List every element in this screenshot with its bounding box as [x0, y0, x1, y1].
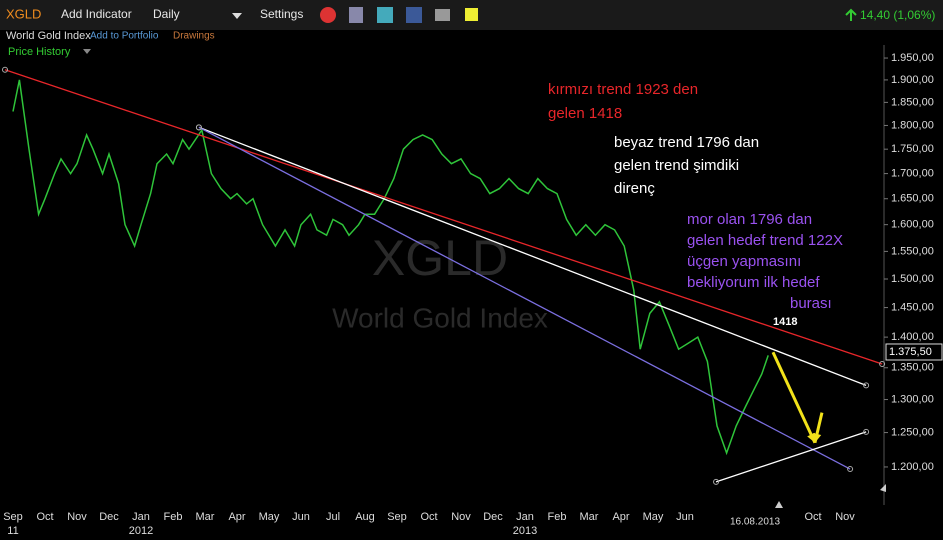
dropdown-arrow[interactable] [83, 49, 91, 54]
y-tick-label: 1.350,00 [891, 362, 934, 374]
facebook-icon[interactable] [406, 7, 422, 23]
year-label: 2012 [129, 525, 153, 537]
annotation-text: 1418 [773, 316, 797, 328]
symbol[interactable]: XGLD [6, 6, 41, 21]
y-tick-label: 1.600,00 [891, 219, 934, 231]
up-arrow [845, 8, 857, 21]
x-tick-label: Feb [548, 511, 567, 523]
y-tick-label: 1.750,00 [891, 143, 934, 155]
last-price-label: 1.375,50 [889, 346, 932, 358]
y-tick-label: 1.500,00 [891, 273, 934, 285]
interval[interactable]: Daily [153, 7, 180, 21]
y-tick-label: 1.300,00 [891, 393, 934, 405]
x-tick-label: Oct [420, 511, 437, 523]
x-tick-label: May [259, 511, 280, 523]
x-tick-label: Aug [355, 511, 375, 523]
y-tick-label: 1.800,00 [891, 119, 934, 131]
annotation-text: beyaz trend 1796 dan [614, 134, 759, 151]
annotation-text: kırmızı trend 1923 den [548, 81, 698, 98]
trend-anchor [879, 361, 886, 368]
trend-anchor [847, 466, 854, 473]
trend-anchor [195, 124, 202, 131]
twitter-icon[interactable] [377, 7, 393, 23]
add-portfolio[interactable]: Add to Portfolio [90, 31, 159, 42]
price-line [12, 79, 769, 456]
x-tick-label: Dec [483, 511, 503, 523]
watermark-name: World Gold Index [332, 302, 548, 333]
y-tick-label: 1.400,00 [891, 331, 934, 343]
cursor-marker [775, 501, 783, 508]
x-tick-label: Sep [387, 511, 407, 523]
x-tick-label: Oct [804, 511, 821, 523]
watermark-symbol: XGLD [372, 230, 508, 286]
drawings[interactable]: Drawings [173, 31, 215, 42]
x-tick-label: Apr [612, 511, 629, 523]
x-tick-label: Sep [3, 511, 23, 523]
x-tick-label: Nov [835, 511, 855, 523]
trend-anchor [2, 66, 8, 73]
x-tick-label: Dec [99, 511, 119, 523]
annotation-text: üçgen yapmasını [687, 253, 801, 270]
x-tick-label: Mar [580, 511, 599, 523]
x-tick-label: Jan [132, 511, 150, 523]
x-tick-label: Nov [451, 511, 471, 523]
annotation-text: gelen trend şimdiki [614, 157, 739, 174]
index-name: World Gold Index [6, 30, 91, 42]
x-tick-label: Jul [326, 511, 340, 523]
x-tick-label: Jun [676, 511, 694, 523]
y-tick-label: 1.950,00 [891, 52, 934, 64]
trend-line [715, 431, 867, 483]
y-tick-label: 1.700,00 [891, 167, 934, 179]
last-price-box [885, 343, 943, 361]
dropdown-arrow[interactable] [232, 13, 242, 19]
price-history[interactable]: Price History [8, 46, 71, 58]
note-icon[interactable] [465, 8, 478, 21]
annotation-text: bekliyorum ilk hedef [687, 274, 820, 291]
compare-icon[interactable] [349, 7, 363, 23]
change: 14,40 (1,06%) [860, 8, 935, 22]
trend-anchor [863, 428, 870, 435]
arrow-head [807, 432, 816, 443]
annotation-text: mor olan 1796 dan [687, 211, 812, 228]
y-tick-label: 1.250,00 [891, 426, 934, 438]
annotation-text: direnç [614, 180, 655, 197]
x-tick-label: Apr [228, 511, 245, 523]
trend-line [198, 126, 867, 387]
y-tick-label: 1.450,00 [891, 301, 934, 313]
x-tick-label: Feb [164, 511, 183, 523]
trend-anchor [863, 382, 870, 389]
y-tick-label: 1.200,00 [891, 461, 934, 473]
arrow-head [812, 432, 822, 443]
trend-anchor [713, 478, 720, 485]
y-tick-label: 1.850,00 [891, 96, 934, 108]
x-tick-label: Jun [292, 511, 310, 523]
scroll-marker [880, 484, 886, 492]
y-tick-label: 1.650,00 [891, 193, 934, 205]
arrow-shaft [771, 351, 817, 444]
alarm-icon[interactable] [320, 7, 336, 23]
annotation-text: gelen hedef trend 122X [687, 232, 843, 249]
settings[interactable]: Settings [260, 7, 303, 21]
x-tick-label: Nov [67, 511, 87, 523]
cursor-date: 16.08.2013 [730, 517, 780, 528]
camera-icon[interactable] [435, 9, 450, 21]
y-tick-label: 1.550,00 [891, 245, 934, 257]
x-tick-label: Mar [196, 511, 215, 523]
add-indicator[interactable]: Add Indicator [61, 7, 132, 21]
annotation-text: burası [790, 295, 832, 312]
x-tick-label: Oct [36, 511, 53, 523]
y-tick-label: 1.900,00 [891, 74, 934, 86]
trend-line [198, 126, 851, 470]
year-label: 2013 [513, 525, 537, 537]
annotation-text: gelen 1418 [548, 105, 622, 122]
year-label: 11 [7, 525, 18, 537]
x-tick-label: Jan [516, 511, 534, 523]
x-tick-label: May [643, 511, 664, 523]
trend-line [4, 69, 883, 365]
